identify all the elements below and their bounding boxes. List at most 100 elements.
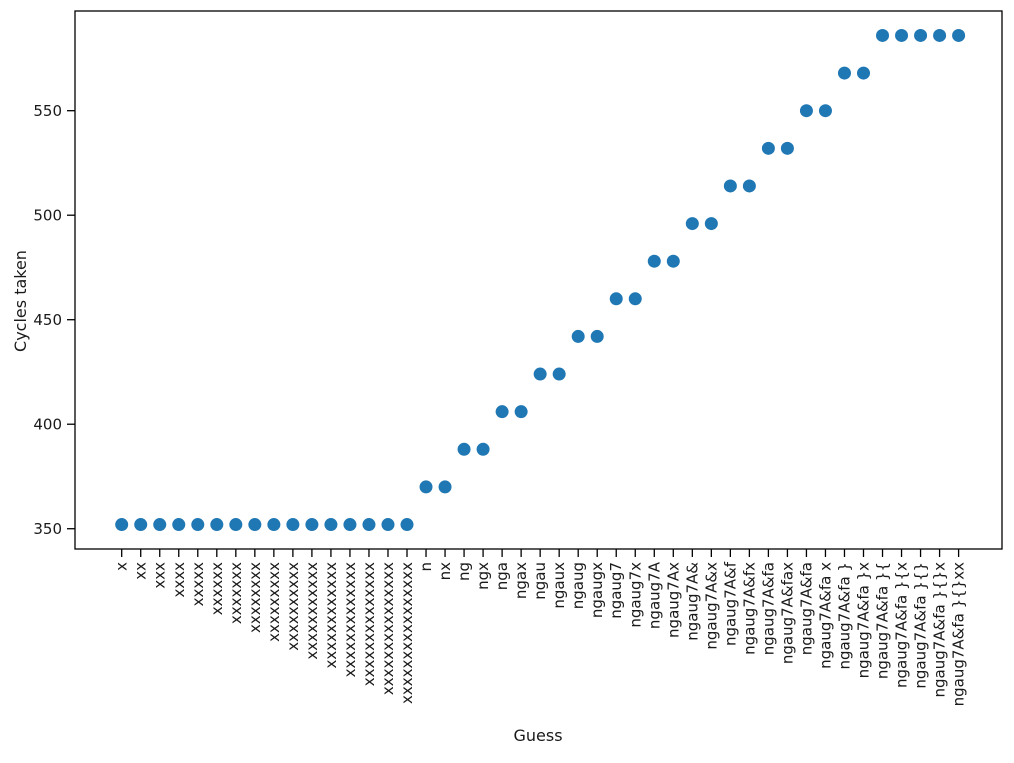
x-tick-label: ngaug7A&fa }{}x (931, 562, 949, 698)
y-axis-label: Cycles taken (11, 250, 30, 352)
data-point (134, 518, 148, 532)
data-point (324, 518, 338, 532)
x-tick-label: xxxxxxxxxx (284, 562, 302, 651)
x-tick-label: ngx (474, 562, 492, 590)
data-point (895, 28, 909, 42)
x-tick-label: ngaug7A&fa x (816, 562, 834, 669)
data-point (267, 518, 281, 532)
x-tick-label: xxxxxxxxxxxx (322, 562, 340, 669)
x-tick-label: xx (132, 562, 150, 580)
data-point (628, 292, 642, 306)
x-tick-label: xxxxxxxxxxxxxxxx (398, 562, 416, 704)
x-tick-label: xxxxxxxx (246, 562, 264, 633)
data-point (818, 104, 832, 118)
data-point (590, 329, 604, 343)
x-tick-label: nga (493, 562, 511, 590)
x-tick-label: ngaugx (588, 562, 606, 618)
data-point (571, 329, 585, 343)
data-point (780, 141, 794, 155)
x-tick-label: xxxxxxx (227, 562, 245, 624)
x-tick-label: xxxxxxxxxxxxxx (360, 562, 378, 686)
x-axis-ticks: x xx xxx xxxx xxxxx xxxxxx xxxxxxx xxxxxxxx xxxx… (113, 549, 968, 706)
x-tick-label: ngaug7A&x (702, 562, 720, 650)
x-tick-label: ngaux (550, 562, 568, 609)
x-tick-label: ngaug7A (645, 561, 663, 629)
x-tick-label: ngaug7A&fa }{}xx (950, 562, 968, 706)
x-tick-label: xxxxxxxxxxxxxxx (379, 562, 397, 695)
data-point (876, 28, 890, 42)
x-tick-label: ngaug7 (607, 562, 625, 619)
x-tick-label: x (113, 562, 131, 571)
x-tick-label: ngaug7A&fa }{ (874, 562, 892, 679)
x-tick-label: ngau (531, 562, 549, 600)
x-tick-label: n (417, 562, 435, 572)
data-point (761, 141, 775, 155)
data-point (914, 28, 928, 42)
data-point (248, 518, 262, 532)
x-tick-label: ng (455, 562, 473, 581)
x-tick-label: ngaug7A&fax (778, 562, 796, 664)
x-tick-label: ngaug7A&fa (759, 562, 777, 655)
data-point (343, 518, 357, 532)
data-point (856, 66, 870, 80)
data-point (723, 179, 737, 193)
data-point (609, 292, 623, 306)
data-point (172, 518, 186, 532)
x-tick-label: ngaug7A&fx (740, 562, 758, 655)
data-points (115, 28, 966, 532)
data-point (799, 104, 813, 118)
x-tick-label: ngaug7A&f (721, 561, 739, 646)
y-tick-label: 550 (33, 102, 62, 120)
x-tick-label: xxxxx (189, 562, 207, 607)
data-point (153, 518, 167, 532)
data-point (647, 254, 661, 268)
x-tick-label: xxxxxxxxx (265, 562, 283, 642)
data-point (533, 367, 547, 381)
data-point (115, 518, 129, 532)
data-point (457, 442, 471, 456)
x-tick-label: ngaug7A&fa } (835, 562, 853, 670)
y-tick-label: 350 (33, 520, 62, 538)
data-point (933, 28, 947, 42)
data-point (952, 28, 966, 42)
data-point (704, 217, 718, 231)
data-point (229, 518, 243, 532)
x-tick-label: ngaug7A&fa }{x (893, 562, 911, 688)
x-tick-label: nx (436, 562, 454, 581)
x-tick-label: xxxx (170, 562, 188, 598)
data-point (837, 66, 851, 80)
x-tick-label: ngaug7x (626, 562, 644, 628)
data-point (362, 518, 376, 532)
data-point (476, 442, 490, 456)
data-point (495, 405, 509, 419)
data-point (305, 518, 319, 532)
data-point (419, 480, 433, 494)
data-point (210, 518, 224, 532)
x-axis-label: Guess (513, 726, 562, 745)
data-point (685, 217, 699, 231)
data-point (552, 367, 566, 381)
x-tick-label: xxx (151, 562, 169, 589)
x-tick-label: ngax (512, 562, 530, 599)
data-point (191, 518, 205, 532)
data-point (666, 254, 680, 268)
x-tick-label: ngaug7A&fa }{} (912, 562, 930, 689)
y-tick-label: 450 (33, 311, 62, 329)
x-tick-label: xxxxxxxxxxxxx (341, 562, 359, 678)
x-tick-label: ngaug7Ax (664, 562, 682, 638)
x-tick-label: ngaug7A& (683, 562, 701, 641)
y-tick-label: 400 (33, 416, 62, 434)
x-tick-label: ngaug (569, 562, 587, 609)
data-point (400, 518, 414, 532)
data-point (286, 518, 300, 532)
data-point (438, 480, 452, 494)
x-tick-label: ngaug7A&fa (797, 562, 815, 655)
y-axis-ticks: 350 400 450 500 550 (33, 102, 75, 538)
data-point (514, 405, 528, 419)
data-point (742, 179, 756, 193)
data-point (381, 518, 395, 532)
plot-area-border (74, 10, 1003, 550)
x-tick-label: ngaug7A&fa }x (854, 562, 872, 679)
